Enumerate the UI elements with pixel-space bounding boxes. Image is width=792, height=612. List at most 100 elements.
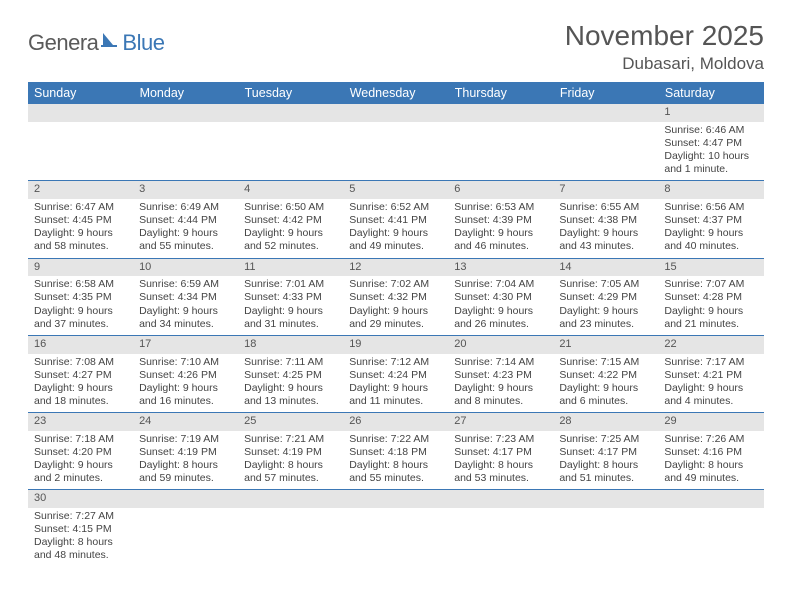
day-body: Sunrise: 7:25 AMSunset: 4:17 PMDaylight:… bbox=[553, 431, 658, 490]
day-number bbox=[238, 104, 343, 122]
sunset-text: Sunset: 4:17 PM bbox=[559, 446, 652, 459]
day-body: Sunrise: 6:47 AMSunset: 4:45 PMDaylight:… bbox=[28, 199, 133, 258]
daylight-text: Daylight: 9 hours and 29 minutes. bbox=[349, 305, 442, 331]
sunset-text: Sunset: 4:32 PM bbox=[349, 291, 442, 304]
day-body: Sunrise: 6:58 AMSunset: 4:35 PMDaylight:… bbox=[28, 276, 133, 335]
daylight-text: Daylight: 9 hours and 18 minutes. bbox=[34, 382, 127, 408]
calendar-week-row: 30Sunrise: 7:27 AMSunset: 4:15 PMDayligh… bbox=[28, 490, 764, 567]
day-number: 23 bbox=[28, 413, 133, 431]
calendar-day-cell: 20Sunrise: 7:14 AMSunset: 4:23 PMDayligh… bbox=[448, 335, 553, 412]
calendar-day-cell bbox=[553, 490, 658, 567]
calendar-day-cell: 24Sunrise: 7:19 AMSunset: 4:19 PMDayligh… bbox=[133, 413, 238, 490]
sunrise-text: Sunrise: 7:19 AM bbox=[139, 433, 232, 446]
sunset-text: Sunset: 4:21 PM bbox=[664, 369, 757, 382]
calendar-day-cell: 9Sunrise: 6:58 AMSunset: 4:35 PMDaylight… bbox=[28, 258, 133, 335]
day-body: Sunrise: 7:05 AMSunset: 4:29 PMDaylight:… bbox=[553, 276, 658, 335]
weekday-header: Friday bbox=[553, 82, 658, 104]
sunset-text: Sunset: 4:23 PM bbox=[454, 369, 547, 382]
calendar-day-cell bbox=[238, 490, 343, 567]
sunrise-text: Sunrise: 7:10 AM bbox=[139, 356, 232, 369]
day-number: 21 bbox=[553, 336, 658, 354]
day-body: Sunrise: 7:19 AMSunset: 4:19 PMDaylight:… bbox=[133, 431, 238, 490]
calendar-day-cell bbox=[133, 104, 238, 181]
sunset-text: Sunset: 4:19 PM bbox=[139, 446, 232, 459]
sunset-text: Sunset: 4:47 PM bbox=[664, 137, 757, 150]
sunrise-text: Sunrise: 6:58 AM bbox=[34, 278, 127, 291]
day-number: 29 bbox=[658, 413, 763, 431]
sunrise-text: Sunrise: 6:56 AM bbox=[664, 201, 757, 214]
daylight-text: Daylight: 8 hours and 55 minutes. bbox=[349, 459, 442, 485]
sunset-text: Sunset: 4:33 PM bbox=[244, 291, 337, 304]
calendar-day-cell: 5Sunrise: 6:52 AMSunset: 4:41 PMDaylight… bbox=[343, 181, 448, 258]
daylight-text: Daylight: 9 hours and 55 minutes. bbox=[139, 227, 232, 253]
logo: Genera Blue bbox=[28, 20, 164, 56]
calendar-day-cell: 7Sunrise: 6:55 AMSunset: 4:38 PMDaylight… bbox=[553, 181, 658, 258]
day-number bbox=[658, 490, 763, 508]
calendar-day-cell bbox=[343, 490, 448, 567]
sunset-text: Sunset: 4:37 PM bbox=[664, 214, 757, 227]
day-number: 18 bbox=[238, 336, 343, 354]
day-body: Sunrise: 6:50 AMSunset: 4:42 PMDaylight:… bbox=[238, 199, 343, 258]
header: Genera Blue November 2025 Dubasari, Mold… bbox=[28, 20, 764, 74]
calendar-week-row: 1Sunrise: 6:46 AMSunset: 4:47 PMDaylight… bbox=[28, 104, 764, 181]
calendar-week-row: 2Sunrise: 6:47 AMSunset: 4:45 PMDaylight… bbox=[28, 181, 764, 258]
sunrise-text: Sunrise: 6:50 AM bbox=[244, 201, 337, 214]
day-number: 26 bbox=[343, 413, 448, 431]
weekday-header: Saturday bbox=[658, 82, 763, 104]
calendar-day-cell: 28Sunrise: 7:25 AMSunset: 4:17 PMDayligh… bbox=[553, 413, 658, 490]
daylight-text: Daylight: 9 hours and 4 minutes. bbox=[664, 382, 757, 408]
day-body: Sunrise: 6:53 AMSunset: 4:39 PMDaylight:… bbox=[448, 199, 553, 258]
calendar-day-cell: 23Sunrise: 7:18 AMSunset: 4:20 PMDayligh… bbox=[28, 413, 133, 490]
day-number: 19 bbox=[343, 336, 448, 354]
sunrise-text: Sunrise: 7:26 AM bbox=[664, 433, 757, 446]
day-body: Sunrise: 6:49 AMSunset: 4:44 PMDaylight:… bbox=[133, 199, 238, 258]
sunset-text: Sunset: 4:19 PM bbox=[244, 446, 337, 459]
calendar-day-cell bbox=[28, 104, 133, 181]
daylight-text: Daylight: 9 hours and 21 minutes. bbox=[664, 305, 757, 331]
daylight-text: Daylight: 9 hours and 46 minutes. bbox=[454, 227, 547, 253]
day-body: Sunrise: 7:01 AMSunset: 4:33 PMDaylight:… bbox=[238, 276, 343, 335]
day-number: 25 bbox=[238, 413, 343, 431]
day-body: Sunrise: 6:59 AMSunset: 4:34 PMDaylight:… bbox=[133, 276, 238, 335]
day-number bbox=[553, 104, 658, 122]
day-body bbox=[553, 508, 658, 558]
day-number bbox=[28, 104, 133, 122]
day-number: 28 bbox=[553, 413, 658, 431]
daylight-text: Daylight: 9 hours and 6 minutes. bbox=[559, 382, 652, 408]
daylight-text: Daylight: 8 hours and 49 minutes. bbox=[664, 459, 757, 485]
sunrise-text: Sunrise: 6:47 AM bbox=[34, 201, 127, 214]
day-body bbox=[448, 122, 553, 172]
location: Dubasari, Moldova bbox=[565, 54, 764, 74]
weekday-header-row: Sunday Monday Tuesday Wednesday Thursday… bbox=[28, 82, 764, 104]
day-number: 8 bbox=[658, 181, 763, 199]
sunset-text: Sunset: 4:25 PM bbox=[244, 369, 337, 382]
sunset-text: Sunset: 4:44 PM bbox=[139, 214, 232, 227]
sunrise-text: Sunrise: 6:53 AM bbox=[454, 201, 547, 214]
calendar-day-cell: 4Sunrise: 6:50 AMSunset: 4:42 PMDaylight… bbox=[238, 181, 343, 258]
sunset-text: Sunset: 4:27 PM bbox=[34, 369, 127, 382]
day-number bbox=[448, 490, 553, 508]
calendar-day-cell bbox=[658, 490, 763, 567]
sunrise-text: Sunrise: 7:08 AM bbox=[34, 356, 127, 369]
calendar-day-cell bbox=[343, 104, 448, 181]
day-number: 3 bbox=[133, 181, 238, 199]
calendar-table: Sunday Monday Tuesday Wednesday Thursday… bbox=[28, 82, 764, 567]
daylight-text: Daylight: 8 hours and 59 minutes. bbox=[139, 459, 232, 485]
sunrise-text: Sunrise: 7:21 AM bbox=[244, 433, 337, 446]
sunset-text: Sunset: 4:34 PM bbox=[139, 291, 232, 304]
day-body: Sunrise: 7:14 AMSunset: 4:23 PMDaylight:… bbox=[448, 354, 553, 413]
day-body bbox=[553, 122, 658, 172]
sunset-text: Sunset: 4:22 PM bbox=[559, 369, 652, 382]
logo-text-2: Blue bbox=[122, 30, 164, 56]
calendar-day-cell: 8Sunrise: 6:56 AMSunset: 4:37 PMDaylight… bbox=[658, 181, 763, 258]
sunset-text: Sunset: 4:39 PM bbox=[454, 214, 547, 227]
calendar-day-cell bbox=[448, 490, 553, 567]
sunset-text: Sunset: 4:45 PM bbox=[34, 214, 127, 227]
day-number: 27 bbox=[448, 413, 553, 431]
sunrise-text: Sunrise: 7:14 AM bbox=[454, 356, 547, 369]
sunrise-text: Sunrise: 7:02 AM bbox=[349, 278, 442, 291]
calendar-day-cell: 27Sunrise: 7:23 AMSunset: 4:17 PMDayligh… bbox=[448, 413, 553, 490]
day-body: Sunrise: 7:04 AMSunset: 4:30 PMDaylight:… bbox=[448, 276, 553, 335]
calendar-day-cell bbox=[553, 104, 658, 181]
day-body: Sunrise: 7:21 AMSunset: 4:19 PMDaylight:… bbox=[238, 431, 343, 490]
